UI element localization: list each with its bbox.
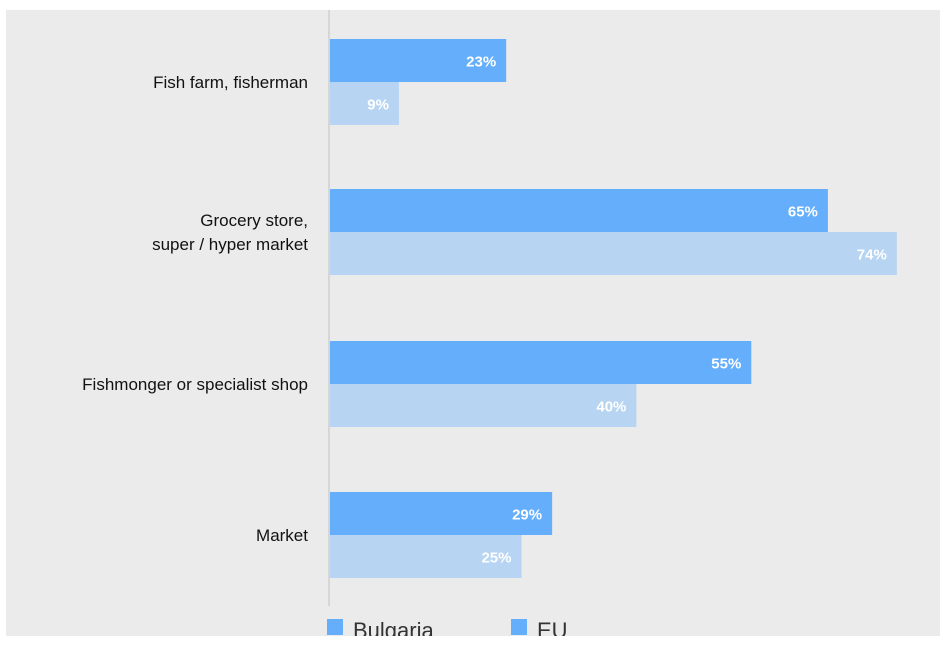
bar-chart: 23% 9% Fish farm, fisherman 65% 74% Grocery s…: [82, 10, 897, 636]
bar-bulgaria-fishmonger: [330, 341, 752, 384]
category-label-fishmonger: Fishmonger or specialist shop: [82, 375, 308, 394]
data-label-bulgaria-market: 29%: [512, 507, 542, 524]
bar-eu-fish-farm: [330, 82, 399, 125]
legend-label-eu: EU: [537, 618, 568, 636]
data-label-bulgaria-fish-farm: 23%: [466, 54, 496, 71]
bar-bulgaria-market: [330, 492, 553, 535]
bar-bulgaria-grocery-store: [330, 189, 828, 232]
data-label-eu-fishmonger: 40%: [596, 399, 626, 416]
category-label-fish-farm: Fish farm, fisherman: [153, 73, 308, 92]
bar-eu-market: [330, 535, 522, 578]
bar-eu-fishmonger: [330, 384, 637, 427]
data-label-bulgaria-fishmonger: 55%: [711, 356, 741, 373]
bar-bulgaria-fish-farm: [330, 39, 507, 82]
category-label-grocery-store: Grocery store, super / hyper market: [152, 211, 308, 254]
data-label-eu-grocery-store: 74%: [857, 247, 887, 264]
data-label-bulgaria-grocery-store: 65%: [788, 204, 818, 221]
chart-area: 23% 9% Fish farm, fisherman 65% 74% Grocery s…: [6, 10, 940, 636]
legend: Bulgaria EU: [327, 618, 568, 636]
legend-label-bulgaria: Bulgaria: [353, 618, 434, 636]
bars-group: 23% 9% Fish farm, fisherman 65% 74% Grocery s…: [82, 39, 897, 578]
data-label-eu-market: 25%: [481, 550, 511, 567]
legend-swatch-bulgaria: [327, 619, 343, 635]
bar-eu-grocery-store: [330, 232, 897, 275]
category-label-market: Market: [256, 526, 308, 545]
data-label-eu-fish-farm: 9%: [367, 97, 389, 114]
legend-swatch-eu: [511, 619, 527, 635]
